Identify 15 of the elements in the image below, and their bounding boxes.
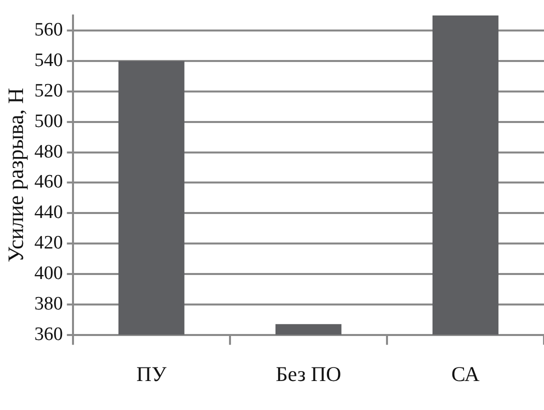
y-tick-label: 500 [34,110,63,132]
y-tick-label: 360 [34,324,63,345]
y-tick-label: 420 [34,232,63,254]
y-tick-label: 440 [34,202,63,224]
x-tick-label: ПУ [136,362,167,386]
y-tick-label: 520 [34,80,63,102]
y-tick-label: 460 [34,172,63,193]
y-tick-label: 540 [34,50,63,72]
x-tick-label: СА [451,362,480,386]
y-tick-label: 480 [34,141,63,162]
x-tick-label: Без ПО [276,362,342,386]
y-tick-label: 560 [34,20,63,41]
y-tick-label: 380 [34,293,63,314]
y-axis-title: Усилие разрыва, Н [2,88,28,262]
y-tick-label: 400 [34,262,63,284]
